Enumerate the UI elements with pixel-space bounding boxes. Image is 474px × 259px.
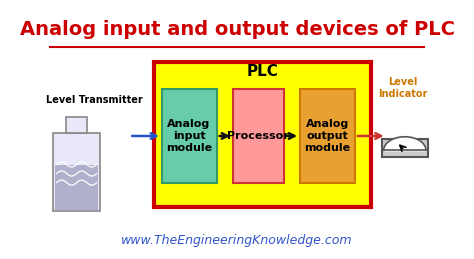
Text: Processor: Processor [227, 131, 289, 141]
Text: Analog
input
module: Analog input module [166, 119, 212, 153]
FancyBboxPatch shape [382, 139, 428, 157]
Text: Level
Indicator: Level Indicator [378, 77, 428, 99]
FancyBboxPatch shape [300, 89, 355, 183]
Text: PLC: PLC [246, 64, 278, 79]
FancyBboxPatch shape [55, 165, 99, 210]
FancyBboxPatch shape [154, 62, 371, 207]
Text: Level Transmitter: Level Transmitter [46, 95, 142, 105]
Text: www.TheEngineeringKnowledge.com: www.TheEngineeringKnowledge.com [121, 234, 353, 247]
FancyBboxPatch shape [233, 89, 284, 183]
Text: Analog input and output devices of PLC: Analog input and output devices of PLC [19, 20, 455, 39]
FancyBboxPatch shape [162, 89, 217, 183]
Text: Analog
output
module: Analog output module [304, 119, 350, 153]
FancyBboxPatch shape [66, 117, 87, 133]
FancyBboxPatch shape [30, 0, 444, 259]
FancyBboxPatch shape [54, 133, 100, 211]
